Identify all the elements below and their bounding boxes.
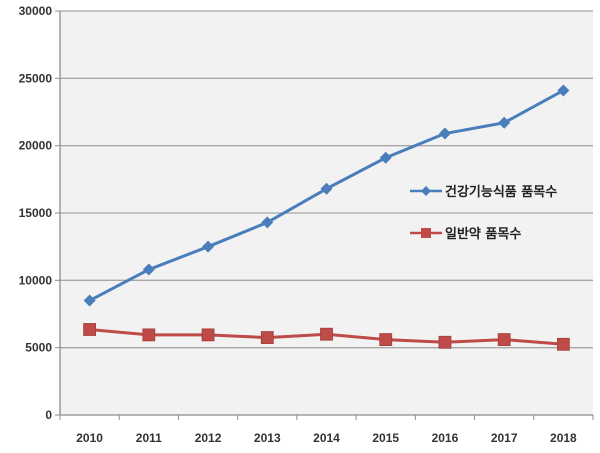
square-marker-icon <box>421 228 431 238</box>
diamond-marker-icon <box>498 116 511 129</box>
diamond-marker-icon <box>142 263 155 276</box>
y-tick-label: 20000 <box>19 139 53 153</box>
legend: 건강기능식품 품목수 일반약 품목수 <box>410 184 557 242</box>
x-tick-label: 2018 <box>550 431 577 445</box>
legend-item-otc-drug: 일반약 품목수 <box>410 226 521 242</box>
diamond-marker-icon <box>202 240 215 253</box>
x-tick-label: 2010 <box>76 431 103 445</box>
legend-label: 일반약 품목수 <box>445 226 521 242</box>
diamond-marker-icon <box>83 294 96 307</box>
y-tick-label: 0 <box>45 408 52 422</box>
y-tick-label: 15000 <box>19 206 53 220</box>
data-series <box>83 84 570 351</box>
square-marker-icon <box>497 333 511 346</box>
square-marker-icon <box>260 331 274 344</box>
diamond-marker-icon <box>379 151 392 164</box>
legend-label: 건강기능식품 품목수 <box>445 184 557 200</box>
x-tick-label: 2013 <box>254 431 281 445</box>
square-marker-icon <box>320 327 333 341</box>
x-tick-label: 2014 <box>313 431 340 445</box>
legend-item-health-food: 건강기능식품 품목수 <box>410 184 557 200</box>
x-tick-label: 2012 <box>195 431 222 445</box>
square-marker-icon <box>379 333 393 346</box>
square-marker-icon <box>556 337 570 351</box>
gridlines <box>60 10 593 349</box>
square-marker-icon <box>201 328 215 342</box>
series-otc-drug <box>83 323 570 351</box>
x-tick-label: 2011 <box>136 431 162 445</box>
x-axis: 2010 2011 2012 2013 2014 2015 2016 2017 2018 <box>59 414 594 445</box>
diamond-marker-icon <box>438 127 451 140</box>
y-axis: 0 5000 10000 15000 20000 25000 30000 <box>19 4 61 422</box>
x-tick-label: 2015 <box>372 431 399 445</box>
x-tick-label: 2017 <box>491 431 518 445</box>
x-tick-label: 2016 <box>432 431 459 445</box>
y-tick-label: 30000 <box>19 4 53 18</box>
y-tick-label: 10000 <box>19 273 53 287</box>
diamond-marker-icon <box>557 84 570 97</box>
y-tick-label: 5000 <box>25 341 52 355</box>
y-tick-label: 25000 <box>19 71 53 85</box>
diamond-marker-icon <box>320 182 333 195</box>
series-health-food <box>83 84 570 307</box>
diamond-marker-icon <box>421 186 431 196</box>
square-marker-icon <box>438 335 452 349</box>
square-marker-icon <box>142 328 156 342</box>
square-marker-icon <box>83 323 97 336</box>
diamond-marker-icon <box>261 216 274 229</box>
